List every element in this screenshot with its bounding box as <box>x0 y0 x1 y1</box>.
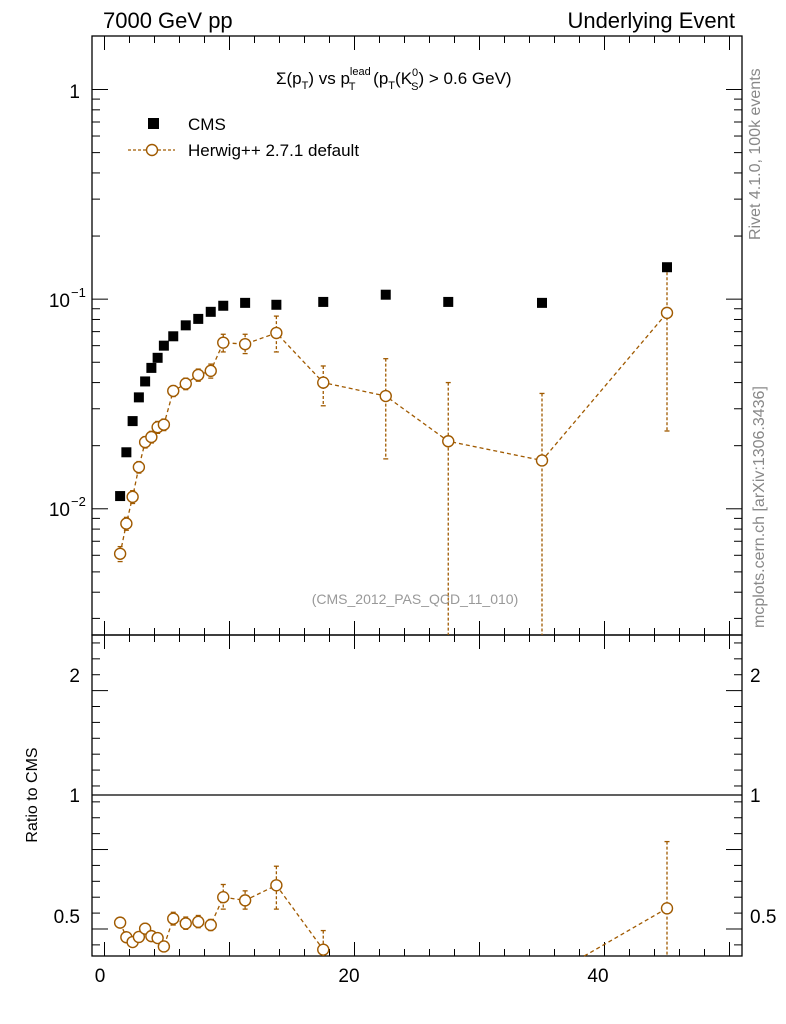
title-vs: ) vs p <box>308 69 350 88</box>
herwig-point <box>204 364 217 378</box>
herwig-point <box>145 430 158 444</box>
xtick-label-0: 0 <box>95 966 106 987</box>
analysis-id: (CMS_2012_PAS_QCD_11_010) <box>312 591 519 607</box>
herwig-point <box>132 460 146 474</box>
cms-point <box>140 376 151 387</box>
herwig-point <box>317 376 330 389</box>
cms-point <box>180 320 191 331</box>
ratio-point <box>167 912 180 925</box>
ratio-point <box>317 943 330 956</box>
ratio-point <box>660 902 674 915</box>
cms-point <box>380 289 391 300</box>
cms-point <box>133 392 144 403</box>
ytick-label-1e-1-exp: −1 <box>71 285 86 300</box>
ratio-point <box>179 917 192 930</box>
herwig-point <box>157 418 171 431</box>
title-sup-zero: 0 <box>412 67 418 79</box>
ratio-point <box>192 915 205 929</box>
ratio-ytick-right-1: 1 <box>750 786 761 807</box>
cms-point <box>662 262 672 273</box>
title-sub-t3: T <box>388 80 395 92</box>
ratio-point <box>113 916 127 929</box>
herwig-point <box>113 547 127 560</box>
ratio-ytick-left-2: 2 <box>69 666 80 687</box>
ratio-point <box>238 894 252 907</box>
title-sigma: Σ(p <box>276 69 302 88</box>
title-k: (K <box>395 69 413 88</box>
title-sup-lead: lead <box>350 66 371 78</box>
ytick-label-1e-2-exp: −2 <box>71 494 86 509</box>
header-right: Underlying Event <box>567 8 735 33</box>
ratio-ytick-right-0: 0.5 <box>750 907 776 928</box>
cms-point <box>240 297 251 308</box>
ratio-point <box>157 940 171 953</box>
cms-point <box>168 331 179 342</box>
cms-point <box>146 362 157 373</box>
herwig-point <box>217 336 230 349</box>
cms-point <box>193 313 204 324</box>
title-sub-t2: T <box>349 81 356 93</box>
title-tail: ) > 0.6 GeV) <box>419 69 512 88</box>
herwig-point <box>179 377 192 390</box>
herwig-point <box>120 517 133 530</box>
ytick-label-1: 1 <box>69 82 80 103</box>
herwig-point <box>167 384 180 398</box>
herwig-point <box>238 337 252 351</box>
herwig-point <box>442 435 455 448</box>
ytick-label-1e-2: 10 <box>49 500 70 521</box>
mcplots-label: mcplots.cern.ch [arXiv:1306.3436] <box>751 386 768 628</box>
cms-point <box>271 299 282 310</box>
cms-point <box>443 296 454 307</box>
herwig-point <box>270 326 283 340</box>
ratio-line-segment <box>583 907 668 957</box>
xtick-label-40: 40 <box>587 966 608 987</box>
ratio-point <box>204 918 217 932</box>
title-paren: (p <box>368 69 388 88</box>
xtick-label-20: 20 <box>338 966 359 987</box>
ratio-plot-data <box>113 840 674 957</box>
herwig-point <box>192 368 205 382</box>
title-sub-t1: T <box>302 80 309 92</box>
herwig-point <box>379 389 392 403</box>
herwig-line <box>119 312 668 554</box>
herwig-point <box>660 306 674 320</box>
main-plot-data <box>113 262 674 635</box>
herwig-point <box>535 454 549 467</box>
main-y-ticks <box>92 89 742 619</box>
ytick-label-1e-1: 10 <box>49 291 70 312</box>
header-left: 7000 GeV pp <box>103 8 233 33</box>
ratio-ytick-left-1: 1 <box>69 786 80 807</box>
plot-title: Σ(pT) vs plead T (pT(K0 S) > 0.6 GeV) <box>276 66 512 93</box>
ratio-point <box>151 931 164 945</box>
cms-point <box>121 447 132 458</box>
ratio-ylabel: Ratio to CMS <box>24 747 41 842</box>
ratio-y-ticks <box>92 642 742 946</box>
x-ticks <box>104 36 730 956</box>
title-sub-s: S <box>411 81 418 93</box>
ratio-ytick-right-2: 2 <box>750 666 761 687</box>
cms-point <box>205 306 216 317</box>
ratio-line <box>119 884 324 951</box>
cms-point <box>152 352 163 363</box>
herwig-point <box>126 490 139 504</box>
cms-point <box>318 296 329 307</box>
cms-point <box>218 300 229 311</box>
cms-point <box>127 416 138 427</box>
cms-point <box>158 340 169 351</box>
ratio-point <box>217 891 230 904</box>
rivet-label: Rivet 4.1.0, 100k events <box>747 68 764 240</box>
ratio-point <box>132 930 146 944</box>
ratio-point <box>270 879 283 892</box>
ratio-ytick-left-0: 0.5 <box>54 907 80 928</box>
cms-point <box>115 491 126 502</box>
legend-herwig-label: Herwig++ 2.7.1 default <box>188 141 359 160</box>
legend-herwig-marker <box>145 143 159 157</box>
legend-cms-label: CMS <box>188 115 226 134</box>
cms-point <box>537 297 547 308</box>
legend-cms-marker <box>148 118 159 129</box>
